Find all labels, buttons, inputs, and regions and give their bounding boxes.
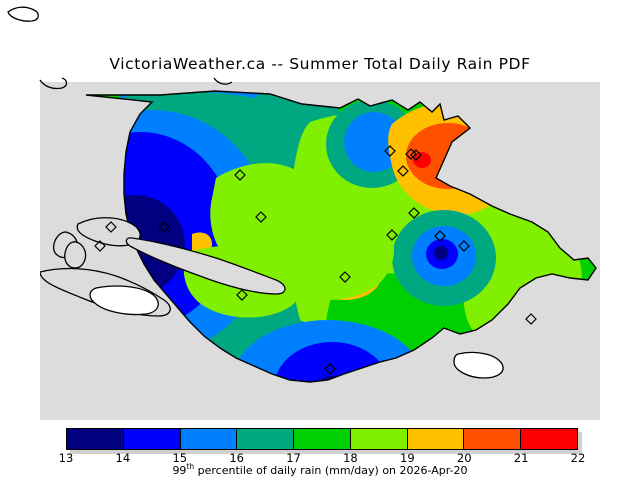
colorbar-tick-13: 13 [58,451,74,465]
diamond-marker [384,145,396,157]
diamond-marker [434,230,446,242]
colorbar-band-21-22 [521,429,578,449]
colorbar-band-18-19 [350,429,408,449]
colorbar-band-14-15 [123,429,181,449]
colorbar-tick-14: 14 [115,451,131,465]
diamond-marker [525,313,537,325]
colorbar-band-17-18 [294,429,351,449]
diamond-marker [158,221,170,233]
page-title: VictoriaWeather.ca -- Summer Total Daily… [109,55,531,73]
colorbar-ticks: 13 14 15 16 17 18 19 20 21 22 [59,451,586,465]
contour-map [40,82,600,420]
colorbar-tick-18: 18 [343,451,358,465]
colorbar-band-20-21 [464,429,522,449]
diamond-marker [408,207,420,219]
diamond-marker [410,149,422,161]
diamond-marker [339,271,351,283]
lake-shapes [89,285,504,379]
colorbar-band-16-17 [237,429,295,449]
map-panel [40,82,600,420]
diamond-marker [94,240,106,252]
colorbar-tick-22: 22 [570,451,586,465]
contour-band-15-16-north-sliver [120,91,270,98]
diamond-marker [105,221,117,233]
diamond-marker [236,289,248,301]
colorbar-band-13-14 [67,429,124,449]
outlying-coastline [7,6,233,90]
diamond-marker [386,229,398,241]
contour-band-14-15-southcoast [274,342,390,382]
colorbar-tick-16: 16 [229,451,244,465]
colorbar [66,428,578,450]
caption-superscript: th [186,462,195,471]
colorbar-tick-20: 20 [456,451,472,465]
colorbar-tick-17: 17 [286,451,301,465]
colorbar-band-15-16 [180,429,238,449]
left-margin [0,0,40,480]
diamond-marker [234,169,246,181]
caption-prefix: 99 [172,464,187,477]
caption-rest: percentile of daily rain (mm/day) on 202… [194,464,468,477]
colorbar-tick-15: 15 [172,451,188,465]
right-margin [600,0,640,480]
coastline-outline [85,90,597,383]
colorbar-tick-21: 21 [513,451,529,465]
contour-band-21-22-northeast [413,152,431,168]
colorbar-tick-19: 19 [400,451,415,465]
contour-band-15-16-north [344,112,404,172]
contour-band-13-14-eastcentral [434,246,448,260]
contour-band-15-16-southcoast [232,320,424,382]
contour-band-18-19-core [255,192,394,301]
station-markers [94,145,537,375]
diamond-marker [255,211,267,223]
diamond-marker [458,240,470,252]
colorbar-caption: 99th percentile of daily rain (mm/day) o… [0,462,640,477]
colorbar-band-19-20 [407,429,465,449]
diamond-marker [324,363,336,375]
diamond-marker [397,165,409,177]
top-margin [0,0,640,82]
